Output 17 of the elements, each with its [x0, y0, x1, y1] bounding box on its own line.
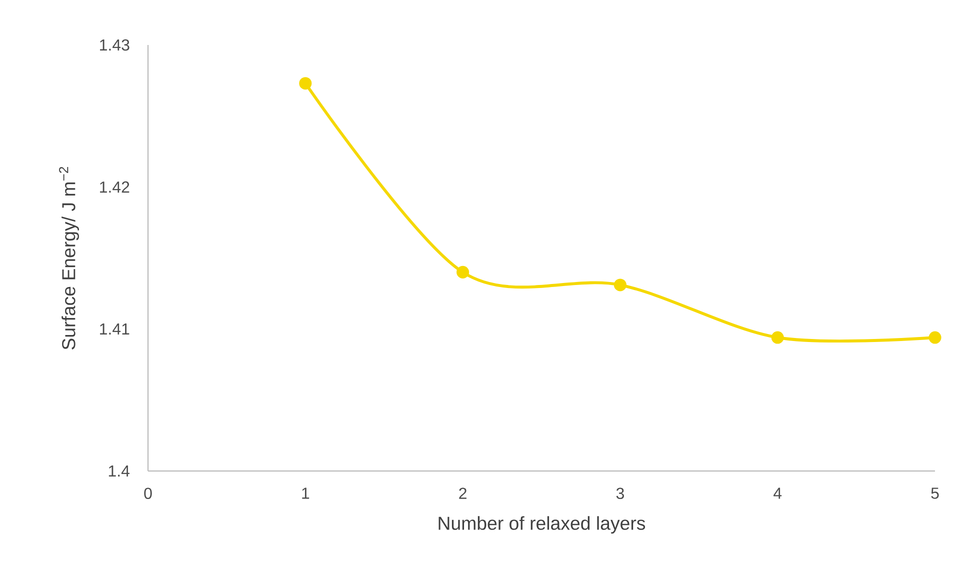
x-tick-label: 4 — [774, 488, 782, 499]
x-tick-label: 3 — [616, 488, 624, 500]
point — [928, 331, 942, 344]
y-tick-label: 1.41 — [100, 323, 130, 334]
point — [614, 278, 626, 292]
point — [299, 77, 312, 90]
point — [456, 266, 470, 278]
x-tick-label: 1 — [302, 488, 310, 499]
x-tick-label: 0 — [144, 488, 152, 500]
y-tick-label: 1.4 — [108, 465, 130, 476]
y-tick-label: 1.42 — [100, 181, 130, 193]
x-tick-label: 5 — [931, 488, 939, 499]
point — [771, 331, 784, 344]
y-axis-title: Surface Energy/ J m$^{−2}$ — [59, 166, 79, 350]
y-tick-label: 1.43 — [100, 39, 130, 51]
x-axis-title: Number of relaxed layers — [438, 516, 646, 534]
x-tick-label: 2 — [459, 488, 466, 499]
